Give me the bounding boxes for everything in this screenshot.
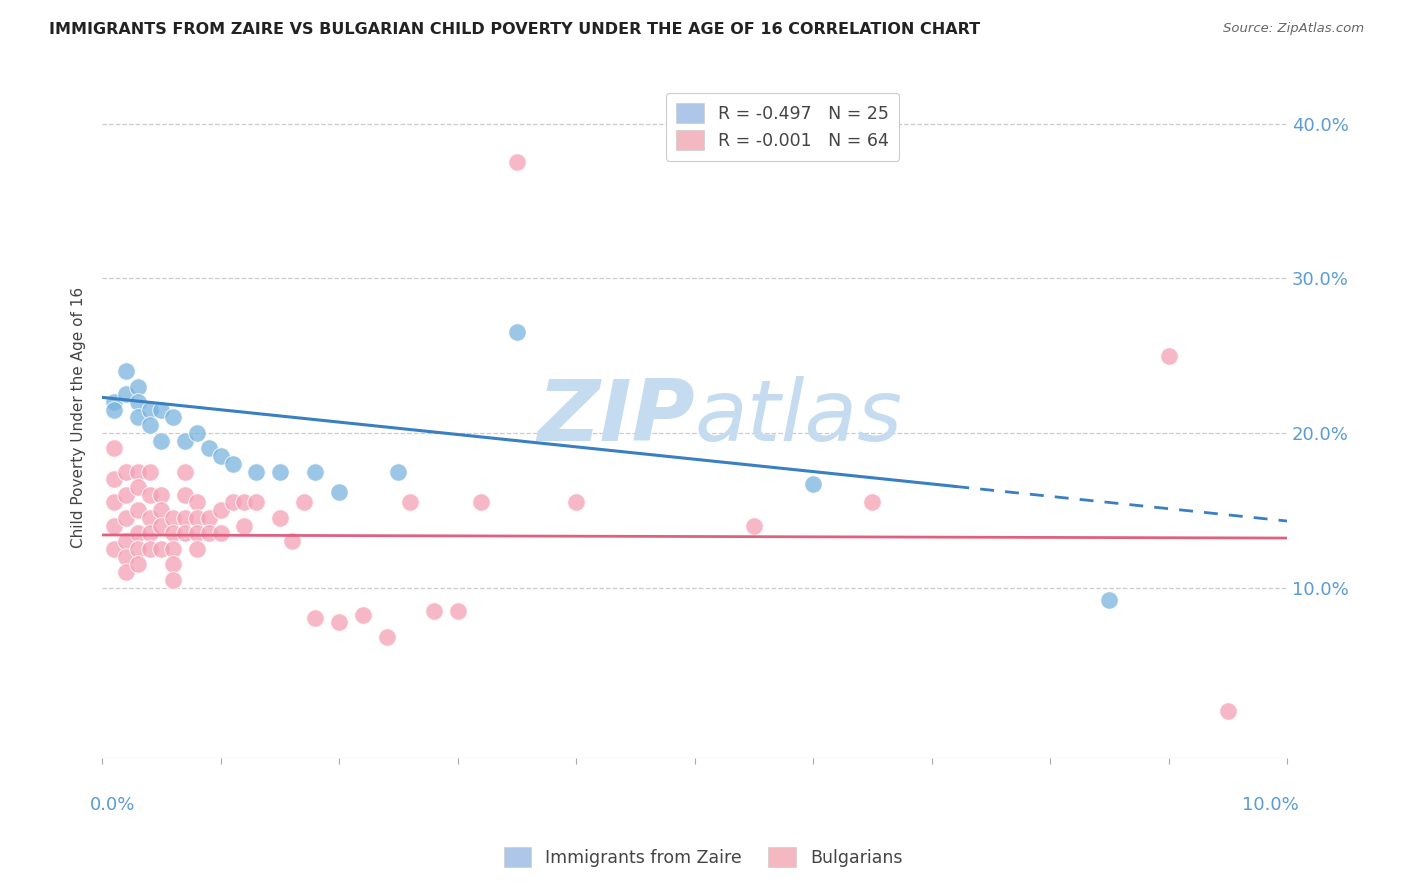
Point	[103, 442, 125, 456]
Text: ZIP: ZIP	[537, 376, 695, 459]
Point	[103, 402, 125, 417]
Point	[269, 465, 291, 479]
Point	[138, 526, 160, 541]
Point	[186, 495, 208, 509]
Point	[162, 511, 184, 525]
Point	[174, 526, 197, 541]
Point	[115, 387, 138, 401]
Point	[103, 541, 125, 556]
Point	[162, 558, 184, 572]
Point	[506, 326, 529, 340]
Point	[1157, 349, 1180, 363]
Point	[269, 511, 291, 525]
Point	[281, 534, 304, 549]
Point	[506, 155, 529, 169]
Point	[115, 488, 138, 502]
Point	[127, 558, 149, 572]
Point	[375, 630, 398, 644]
Point	[127, 503, 149, 517]
Point	[127, 526, 149, 541]
Point	[470, 495, 492, 509]
Point	[150, 541, 173, 556]
Text: Source: ZipAtlas.com: Source: ZipAtlas.com	[1223, 22, 1364, 36]
Point	[174, 488, 197, 502]
Text: 0.0%: 0.0%	[90, 797, 136, 814]
Point	[1216, 704, 1239, 718]
Y-axis label: Child Poverty Under the Age of 16: Child Poverty Under the Age of 16	[72, 287, 86, 548]
Point	[127, 541, 149, 556]
Point	[304, 465, 326, 479]
Point	[186, 541, 208, 556]
Point	[150, 434, 173, 448]
Legend: Immigrants from Zaire, Bulgarians: Immigrants from Zaire, Bulgarians	[496, 840, 910, 874]
Point	[150, 518, 173, 533]
Point	[399, 495, 422, 509]
Point	[174, 434, 197, 448]
Point	[162, 526, 184, 541]
Point	[127, 395, 149, 409]
Point	[138, 541, 160, 556]
Point	[138, 488, 160, 502]
Point	[742, 518, 765, 533]
Point	[221, 495, 243, 509]
Point	[103, 472, 125, 486]
Point	[115, 511, 138, 525]
Point	[447, 604, 470, 618]
Point	[186, 425, 208, 440]
Point	[387, 465, 409, 479]
Point	[127, 480, 149, 494]
Point	[1098, 593, 1121, 607]
Point	[423, 604, 446, 618]
Point	[115, 565, 138, 579]
Point	[292, 495, 315, 509]
Point	[209, 449, 232, 463]
Point	[245, 465, 267, 479]
Text: 10.0%: 10.0%	[1241, 797, 1299, 814]
Point	[127, 410, 149, 425]
Point	[174, 465, 197, 479]
Point	[352, 608, 374, 623]
Point	[221, 457, 243, 471]
Point	[127, 379, 149, 393]
Point	[233, 518, 256, 533]
Point	[115, 364, 138, 378]
Legend: R = -0.497   N = 25, R = -0.001   N = 64: R = -0.497 N = 25, R = -0.001 N = 64	[666, 93, 900, 161]
Point	[304, 611, 326, 625]
Point	[328, 484, 350, 499]
Point	[138, 465, 160, 479]
Point	[198, 442, 221, 456]
Point	[138, 418, 160, 433]
Point	[245, 495, 267, 509]
Point	[138, 402, 160, 417]
Point	[328, 615, 350, 629]
Point	[103, 518, 125, 533]
Point	[174, 511, 197, 525]
Point	[115, 549, 138, 564]
Point	[860, 495, 883, 509]
Point	[801, 477, 824, 491]
Point	[209, 503, 232, 517]
Text: atlas: atlas	[695, 376, 903, 459]
Point	[115, 534, 138, 549]
Point	[150, 402, 173, 417]
Point	[198, 511, 221, 525]
Point	[150, 503, 173, 517]
Point	[127, 465, 149, 479]
Point	[150, 488, 173, 502]
Point	[198, 526, 221, 541]
Point	[162, 573, 184, 587]
Point	[103, 395, 125, 409]
Point	[162, 410, 184, 425]
Point	[103, 495, 125, 509]
Point	[186, 511, 208, 525]
Point	[209, 526, 232, 541]
Point	[186, 526, 208, 541]
Point	[565, 495, 588, 509]
Text: IMMIGRANTS FROM ZAIRE VS BULGARIAN CHILD POVERTY UNDER THE AGE OF 16 CORRELATION: IMMIGRANTS FROM ZAIRE VS BULGARIAN CHILD…	[49, 22, 980, 37]
Point	[115, 465, 138, 479]
Point	[233, 495, 256, 509]
Point	[138, 511, 160, 525]
Point	[162, 541, 184, 556]
